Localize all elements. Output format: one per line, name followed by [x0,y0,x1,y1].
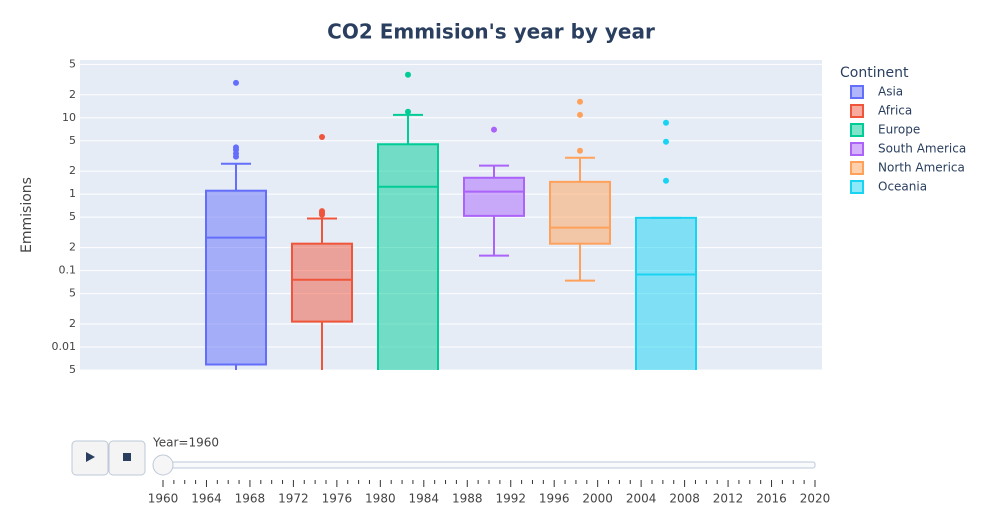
slider-tick-label: 2020 [800,492,831,506]
legend-swatch [850,85,864,99]
slider-tick-label: 2008 [669,492,700,506]
slider-label: Year=1960 [152,436,219,450]
y-axis-title: Emmisions [19,177,35,253]
legend-swatch [850,142,864,156]
play-button[interactable] [71,440,109,476]
slider-tick-label: 2012 [713,492,744,506]
outlier [233,79,239,86]
legend-label: Oceania [878,180,927,194]
slider-tick-label: 2000 [582,492,613,506]
box [635,216,697,370]
y-tick-label: 5 [69,287,76,300]
legend-label: Africa [878,104,912,118]
slider-tick-label: 1996 [539,492,570,506]
y-tick-label: 5 [69,134,76,147]
slider: 1960 1964 1968 1972 1976 1980 1984 1988 1992 1996… [148,454,831,506]
y-tick-label: 2 [69,241,76,254]
outlier [233,153,239,160]
slider-tick-label: 1980 [365,492,396,506]
legend: Asia Africa Europe South America North Ameri… [850,85,966,194]
outlier [663,177,669,184]
plot [205,71,697,370]
slider-tick-label: 1976 [322,492,353,506]
legend-swatch [850,180,864,194]
legend-title: Continent [840,65,909,81]
y-tick-label: 1 [69,187,76,200]
slider-track[interactable] [159,461,816,469]
slider-tick-label: 2004 [626,492,657,506]
box [377,143,439,370]
box [291,242,353,323]
y-tick-label: 0.01 [52,340,77,353]
outlier [319,211,325,218]
outlier [577,147,583,154]
y-tick-label: 5 [69,363,76,376]
slider-tick-label: 1984 [409,492,440,506]
box [549,180,611,245]
outlier [405,71,411,78]
legend-swatch [850,104,864,118]
legend-label: Europe [878,123,920,137]
y-tick-label: 2 [69,88,76,101]
stop-button[interactable] [108,440,146,476]
slider-tick-label: 1988 [452,492,483,506]
y-tick-label: 2 [69,317,76,330]
box [205,189,267,366]
chart-title: CO2 Emmision's year by year [327,20,655,44]
legend-label: North America [878,161,965,175]
slider-handle[interactable] [152,454,174,476]
outlier [491,126,497,133]
outlier [663,119,669,126]
outlier [319,134,325,141]
legend-label: Asia [878,85,903,99]
outlier [577,111,583,118]
legend-swatch [850,161,864,175]
plot-area [80,60,822,370]
slider-tick-label: 1960 [148,492,179,506]
outlier [405,108,411,115]
box [463,176,525,217]
y-tick-label: 0.1 [59,264,77,277]
legend-label: South America [878,142,966,156]
slider-tick-label: 1968 [235,492,266,506]
y-tick-label: 10 [62,111,76,124]
outlier [577,98,583,105]
grid [80,63,822,371]
y-tick-label: 5 [69,57,76,70]
slider-tick-label: 1972 [278,492,309,506]
slider-tick-label: 2016 [756,492,787,506]
legend-swatch [850,123,864,137]
y-tick-label: 5 [69,210,76,223]
outlier [663,138,669,145]
slider-tick-label: 1964 [191,492,222,506]
slider-tick-label: 1992 [495,492,526,506]
y-tick-label: 2 [69,164,76,177]
